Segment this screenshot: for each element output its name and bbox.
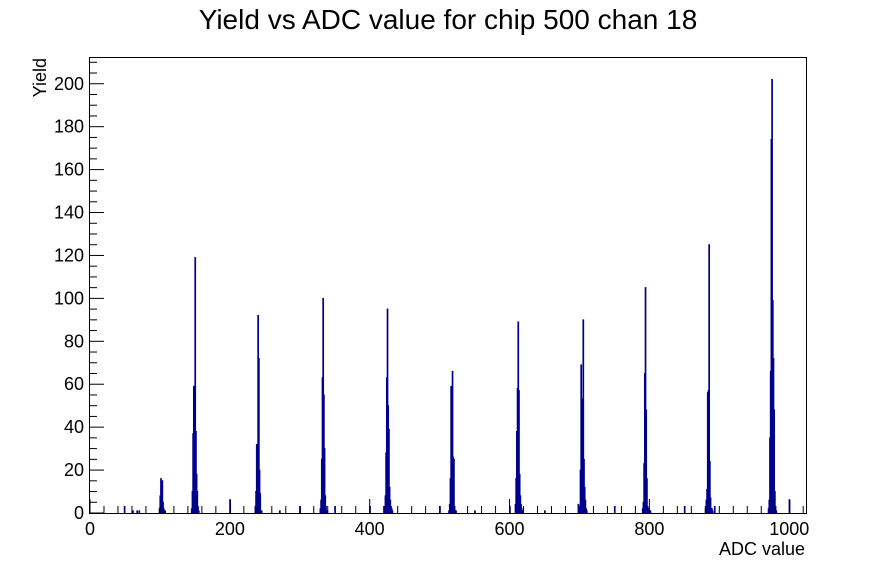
histogram-bin (334, 506, 336, 513)
histogram-bin (711, 510, 714, 513)
x-axis-title: ADC value (719, 539, 805, 559)
x-axis: 0 200 400 600 800 1000 (85, 499, 809, 539)
histogram-bin (584, 499, 587, 513)
histogram-bin (162, 501, 164, 513)
histogram-bin (194, 257, 197, 513)
x-tick-label: 600 (495, 519, 525, 539)
histogram-bin (195, 430, 197, 513)
y-tick-label: 120 (54, 245, 84, 265)
histogram-bin (613, 506, 616, 513)
histogram-bin (123, 506, 126, 513)
histogram-bin (255, 443, 258, 513)
histogram-bin (324, 495, 327, 513)
histogram-bin (259, 493, 262, 513)
histogram-bin (196, 491, 199, 513)
histogram-bin (474, 510, 476, 513)
histogram-bin (644, 287, 647, 513)
histogram-bin (543, 510, 546, 513)
histogram-bars (123, 78, 791, 513)
histogram-bin (278, 510, 281, 513)
histogram-bin (164, 510, 167, 513)
y-tick-label: 180 (54, 117, 84, 137)
x-tick-label: 400 (355, 519, 385, 539)
histogram-bin (451, 370, 454, 513)
x-tick-label: 800 (634, 519, 664, 539)
histogram-bin (323, 448, 326, 513)
histogram-bin (683, 506, 686, 513)
histogram-bin (518, 473, 521, 513)
histogram-bin (521, 510, 524, 513)
histogram-bin (583, 458, 585, 513)
histogram-bin (388, 428, 390, 513)
histogram-bin (453, 506, 456, 513)
histogram-bin (646, 478, 648, 513)
histogram-bin (774, 491, 776, 513)
y-tick-label: 60 (64, 374, 84, 394)
y-tick-label: 0 (74, 503, 84, 523)
plot-frame (89, 57, 807, 514)
histogram-bin (645, 409, 648, 513)
y-tick-label: 20 (64, 460, 84, 480)
histogram-bin (773, 409, 776, 513)
y-tick-label: 140 (54, 203, 84, 223)
x-tick-label: 0 (85, 519, 95, 539)
histogram-bin (585, 510, 588, 513)
histogram-bin (132, 510, 134, 513)
y-tick-label: 100 (54, 288, 84, 308)
histogram-bin (260, 510, 263, 513)
histogram-bin (518, 390, 520, 513)
histogram-bin (709, 460, 711, 513)
histogram-bin (453, 458, 455, 513)
histogram-bin (577, 503, 580, 513)
histogram-bin (708, 244, 711, 513)
y-tick-label: 200 (54, 74, 84, 94)
chart-title: Yield vs ADC value for chip 500 chan 18 (198, 4, 698, 35)
histogram-bin (161, 480, 164, 513)
histogram-bin (709, 497, 712, 513)
y-axis-title: Yield (30, 58, 50, 97)
histogram-bin (197, 506, 199, 513)
histogram-bin (455, 510, 457, 513)
histogram-bin (138, 510, 141, 513)
histogram-bin (136, 510, 139, 513)
histogram-bin (197, 510, 200, 513)
histogram-bin (771, 78, 773, 513)
histogram-bin (258, 357, 260, 513)
y-tick-label: 160 (54, 160, 84, 180)
histogram-bin (258, 469, 261, 513)
y-tick-label: 40 (64, 417, 84, 437)
histogram-bin (775, 510, 778, 513)
histogram-bin (649, 510, 652, 513)
histogram-bin (713, 506, 716, 513)
histogram-bin (325, 506, 327, 513)
y-tick-label: 80 (64, 331, 84, 351)
histogram-bin (391, 510, 394, 513)
x-tick-label: 1000 (769, 519, 809, 539)
y-axis: 0 20 40 60 80 100 120 140 160 180 200 (54, 61, 104, 523)
x-tick-label: 200 (215, 519, 245, 539)
histogram-bin (582, 319, 585, 513)
